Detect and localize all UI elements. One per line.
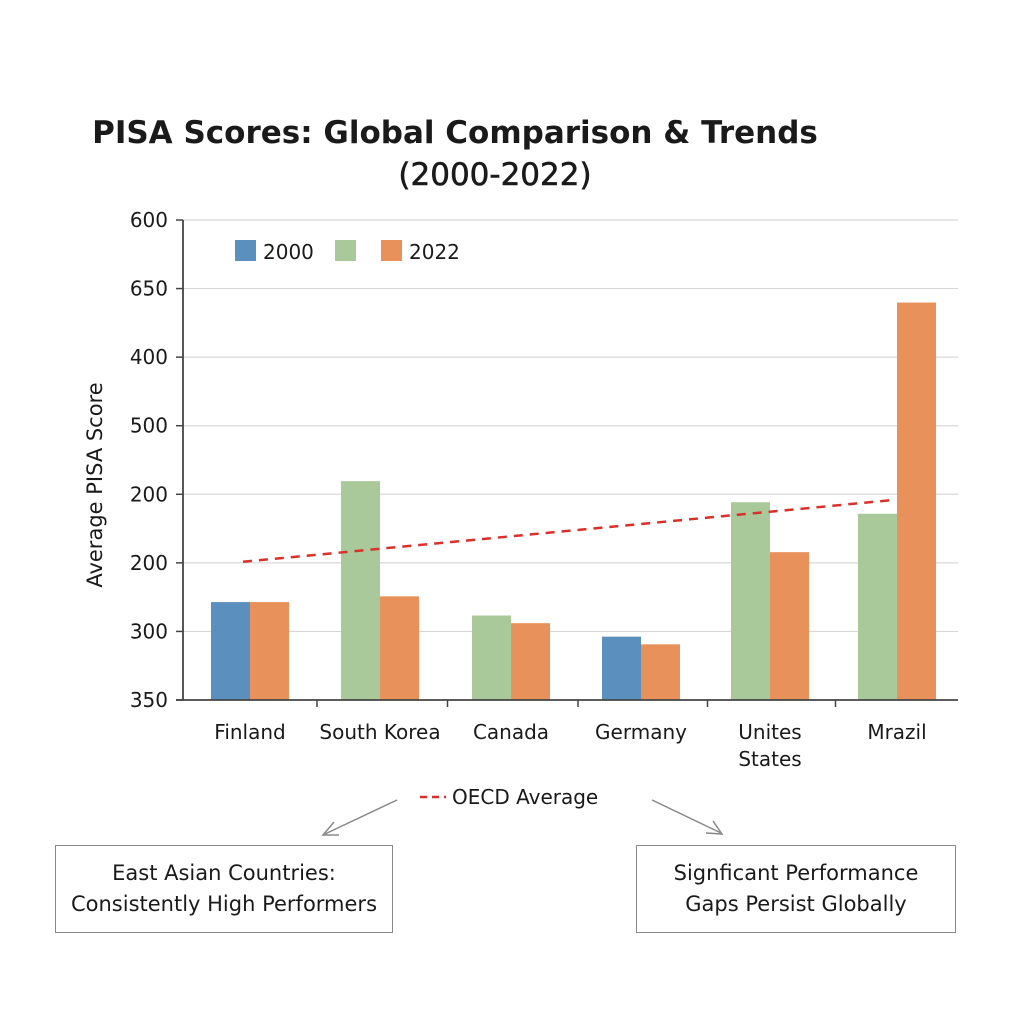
annotation-box-right: Signficant Performance Gaps Persist Glob… [636,845,956,933]
legend-swatch [335,240,356,261]
bar-2022-germany [641,644,680,700]
y-tick-label: 650 [130,277,168,301]
annotation-right-line2: Gaps Persist Globally [685,892,907,916]
bar-series-1-south-korea [341,481,380,700]
legend-label: 2000 [263,240,314,264]
arrowhead-right-icon [705,820,724,835]
y-tick-label: 400 [130,345,168,369]
y-tick-label: 500 [130,414,168,438]
x-tick-label: Germany [595,720,687,744]
bar-2022-finland [250,602,289,700]
bar-series-1-mrazil [858,513,897,700]
bar-series-1-canada [472,615,511,700]
annotation-left-line2: Consistently High Performers [70,892,378,916]
legend-swatch [235,240,256,261]
x-tick-label: South Korea [319,720,440,744]
legend-swatch [381,240,402,261]
x-tick-label: Unites [738,720,801,744]
bar-2022-mrazil [897,302,936,700]
bar-2022-canada [511,623,550,700]
bar-2022-south-korea [380,596,419,700]
arrow-left-icon [324,799,398,835]
bar-series-1-unites-states [731,502,770,700]
x-tick-label: Mrazil [867,720,926,744]
y-tick-label: 300 [130,619,168,643]
legend-label: 2022 [409,240,460,264]
x-tick-label: Finland [214,720,285,744]
oecd-average-line [242,499,891,564]
chart-title: PISA Scores: Global Comparison & Trends … [0,112,910,196]
chart-subtitle: (2000-2022) [398,157,592,194]
y-axis-label: Average PISA Score [83,382,107,587]
chart-title-main: PISA Scores: Global Comparison & Trends [92,115,818,151]
bar-2022-unites-states [770,552,809,700]
y-tick-label: 200 [130,551,168,575]
arrowhead-left-icon [321,821,339,836]
y-tick-label: 200 [130,482,168,506]
bar-2000-germany [602,636,641,700]
oecd-legend-label: OECD Average [452,785,598,809]
x-tick-label: States [738,747,801,771]
annotation-box-left: East Asian Countries: Consistently High … [55,845,393,933]
arrow-right-icon [651,799,722,834]
annotation-right-line1: Signficant Performance [673,861,919,885]
annotation-left-line1: East Asian Countries: [112,861,336,885]
bar-2000-finland [211,602,250,700]
x-tick-label: Canada [473,720,549,744]
y-tick-label: 350 [130,688,168,712]
y-tick-label: 600 [130,208,168,232]
